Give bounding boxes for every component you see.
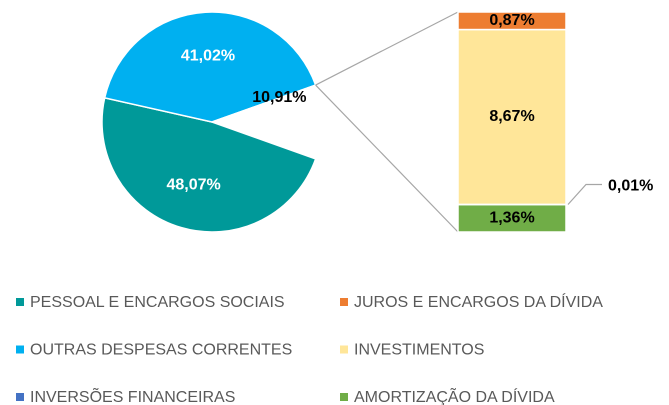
connector [315, 84, 459, 233]
slice-label: 48,07% [166, 177, 220, 194]
legend-swatch [340, 345, 348, 354]
legend-swatch [340, 298, 348, 306]
segment-label: 1,36% [489, 210, 534, 227]
slice-label: 10,91% [252, 89, 306, 106]
legend-swatch [16, 298, 24, 306]
legend-label: JUROS E ENCARGOS DA DÍVIDA [354, 292, 603, 311]
legend-label: PESSOAL E ENCARGOS SOCIAIS [30, 294, 285, 311]
legend-label: OUTRAS DESPESAS CORRENTES [30, 342, 292, 359]
pie-slice [103, 11, 317, 123]
legend-label: INVERSÕES FINANCEIRAS [30, 386, 235, 405]
bar-segment [457, 28, 567, 206]
legend-swatch [16, 393, 24, 401]
segment-label: 0,01% [608, 178, 653, 195]
legend-label: INVESTIMENTOS [354, 342, 484, 359]
segment-label: 0,87% [489, 12, 534, 29]
connector [315, 11, 459, 86]
segment-label: 8,67% [489, 108, 534, 125]
legend-label: AMORTIZAÇÃO DA DÍVIDA [354, 386, 555, 405]
legend-swatch [16, 345, 24, 354]
pie-slice [101, 96, 317, 233]
bar-segment [457, 11, 567, 31]
slice-label: 41,02% [181, 47, 235, 64]
leader-line [567, 183, 602, 205]
legend-swatch [340, 393, 348, 401]
